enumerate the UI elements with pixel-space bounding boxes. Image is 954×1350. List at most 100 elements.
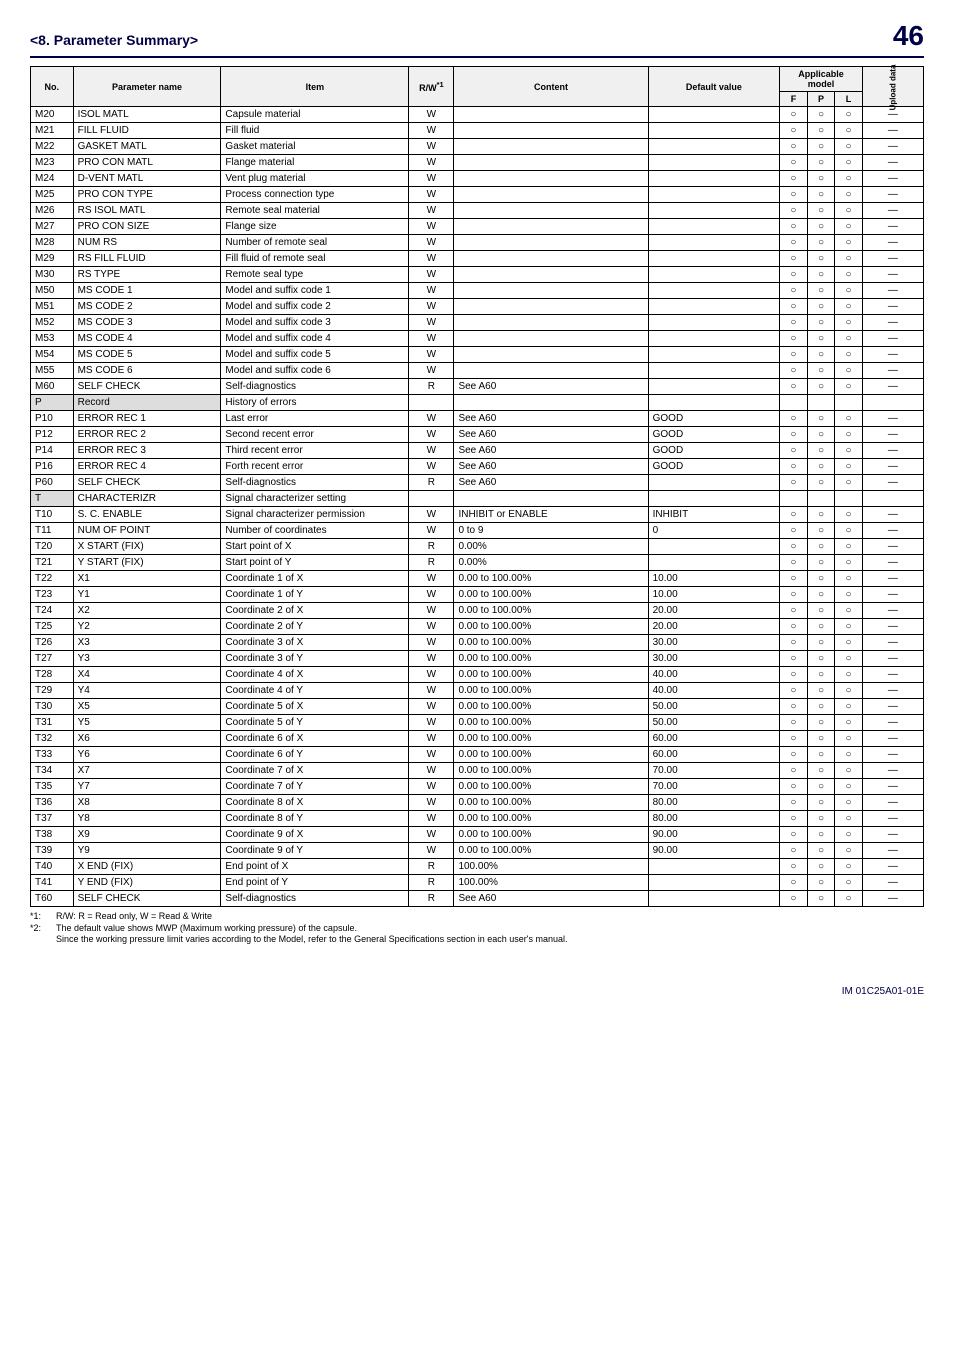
cell: Coordinate 2 of Y [221,619,409,635]
cell: ○ [807,859,835,875]
cell [648,891,780,907]
cell: 10.00 [648,587,780,603]
cell: ○ [835,779,863,795]
cell: NUM RS [73,235,221,251]
cell: ISOL MATL [73,107,221,123]
cell: ○ [807,651,835,667]
cell: ○ [780,219,808,235]
cell: ○ [807,539,835,555]
cell: — [862,603,923,619]
cell: ○ [807,843,835,859]
cell: ○ [807,731,835,747]
cell: ○ [780,251,808,267]
cell [835,491,863,507]
cell: — [862,251,923,267]
cell: — [862,635,923,651]
table-row: P12ERROR REC 2Second recent errorWSee A6… [31,427,924,443]
table-row: M51MS CODE 2Model and suffix code 2W○○○— [31,299,924,315]
doc-footer: IM 01C25A01-01E [30,986,924,997]
cell: W [409,363,454,379]
cell: Coordinate 9 of X [221,827,409,843]
cell [648,331,780,347]
table-row: T23Y1Coordinate 1 of YW0.00 to 100.00%10… [31,587,924,603]
cell: P10 [31,411,74,427]
cell: GOOD [648,443,780,459]
cell: W [409,603,454,619]
cell: 90.00 [648,827,780,843]
cell: R [409,555,454,571]
cell: R [409,859,454,875]
cell: Y4 [73,683,221,699]
cell: ○ [807,779,835,795]
cell: ○ [807,715,835,731]
cell: NUM OF POINT [73,523,221,539]
cell: ○ [835,811,863,827]
cell: W [409,811,454,827]
cell: ○ [780,859,808,875]
cell: M27 [31,219,74,235]
cell [454,235,648,251]
cell: Remote seal material [221,203,409,219]
cell: T11 [31,523,74,539]
cell: M53 [31,331,74,347]
cell: Third recent error [221,443,409,459]
cell: T32 [31,731,74,747]
cell: ○ [807,171,835,187]
cell: — [862,427,923,443]
cell: W [409,171,454,187]
cell: Number of remote seal [221,235,409,251]
cell: X3 [73,635,221,651]
cell: — [862,203,923,219]
cell: Y6 [73,747,221,763]
cell: ○ [807,379,835,395]
cell [648,555,780,571]
cell: ○ [835,139,863,155]
table-row: T38X9Coordinate 9 of XW0.00 to 100.00%90… [31,827,924,843]
cell: — [862,523,923,539]
cell: W [409,267,454,283]
cell: ERROR REC 2 [73,427,221,443]
table-row: T20X START (FIX)Start point of XR0.00%○○… [31,539,924,555]
cell: Process connection type [221,187,409,203]
cell: 0.00 to 100.00% [454,715,648,731]
cell: T26 [31,635,74,651]
cell: S. C. ENABLE [73,507,221,523]
cell: Flange material [221,155,409,171]
cell: W [409,411,454,427]
table-row: T29Y4Coordinate 4 of YW0.00 to 100.00%40… [31,683,924,699]
cell: Model and suffix code 4 [221,331,409,347]
cell: — [862,779,923,795]
cell [648,315,780,331]
cell: ○ [835,875,863,891]
cell: 0.00 to 100.00% [454,827,648,843]
cell: ○ [807,603,835,619]
cell: 30.00 [648,635,780,651]
cell: ○ [780,891,808,907]
col-pname: Parameter name [73,67,221,107]
cell: T22 [31,571,74,587]
cell: 0 to 9 [454,523,648,539]
cell: ○ [807,523,835,539]
cell: ○ [807,411,835,427]
cell [862,491,923,507]
cell: ○ [807,555,835,571]
cell [648,379,780,395]
cell: Coordinate 3 of Y [221,651,409,667]
cell: W [409,763,454,779]
cell: RS ISOL MATL [73,203,221,219]
table-row: M28NUM RSNumber of remote sealW○○○— [31,235,924,251]
cell: ○ [807,683,835,699]
cell: W [409,651,454,667]
cell: — [862,539,923,555]
cell: ○ [780,299,808,315]
cell [648,123,780,139]
cell: 0.00 to 100.00% [454,603,648,619]
cell: M30 [31,267,74,283]
table-row: T35Y7Coordinate 7 of YW0.00 to 100.00%70… [31,779,924,795]
cell: T33 [31,747,74,763]
cell: Y5 [73,715,221,731]
cell: M28 [31,235,74,251]
cell: Self-diagnostics [221,475,409,491]
cell: Y END (FIX) [73,875,221,891]
cell: 10.00 [648,571,780,587]
